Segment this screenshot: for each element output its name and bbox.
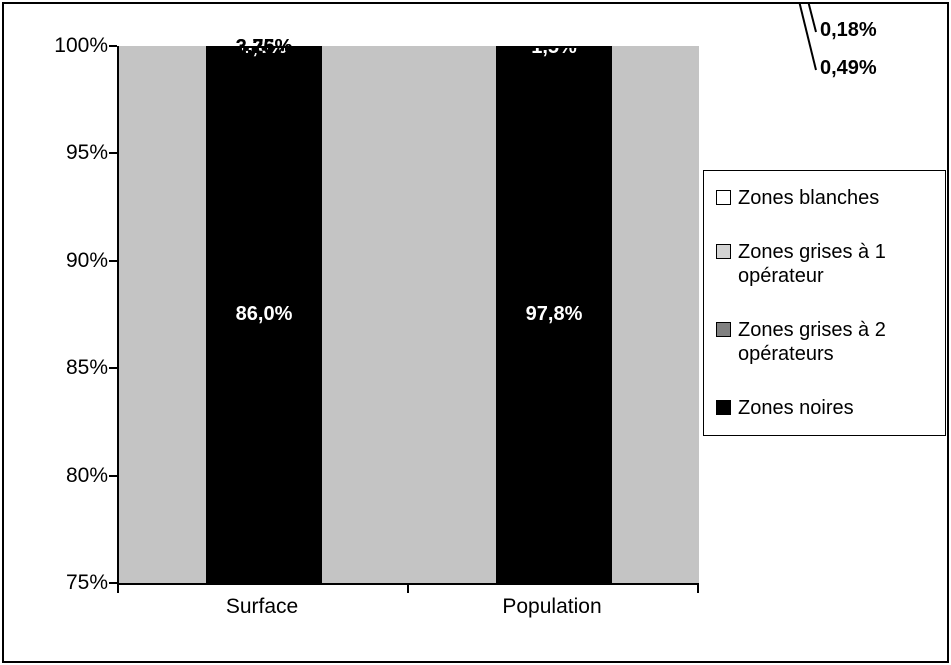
legend-entry: Zones blanches — [716, 186, 935, 210]
legend-swatch-icon — [716, 244, 731, 259]
annotation-label: 0,18% — [820, 19, 877, 41]
legend-swatch-icon — [716, 190, 731, 205]
legend-label: Zones noires — [738, 397, 854, 419]
bar-segment: 2,25% — [206, 36, 322, 58]
x-axis-category-label: Population — [502, 595, 602, 618]
y-axis-tick-label: 95% — [65, 141, 108, 165]
legend-entry: Zones grises à 1 opérateur — [716, 240, 935, 288]
legend-swatch-icon — [716, 322, 731, 337]
y-axis-tick-label: 75% — [65, 571, 108, 594]
x-axis-tick-mark — [407, 585, 409, 593]
y-axis-tick-mark — [109, 45, 117, 47]
y-axis-tick-label: 100% — [54, 34, 108, 57]
y-axis-tick-label: 90% — [65, 248, 108, 272]
bar-segment: 97,8% — [496, 46, 612, 583]
segment-label: 97,8% — [525, 303, 583, 325]
legend-entry: Zones grises à 2 opérateurs — [716, 318, 935, 366]
segment-label: 86,0% — [235, 303, 293, 325]
bar-segment — [496, 46, 612, 48]
legend: Zones blanches Zones grises à 1 opérateur… — [703, 170, 946, 436]
y-axis-tick-mark — [109, 259, 117, 262]
segment-label: 2,25% — [235, 35, 293, 58]
legend-entry: Zones noires — [716, 396, 935, 420]
y-axis-tick-mark — [109, 152, 117, 155]
x-axis-category-label: Surface — [225, 595, 299, 618]
plot-area: 86,0% 8,0% 3,76% 2,25% 97,8% 1,5% — [117, 36, 699, 585]
y-axis-tick-label: 80% — [65, 463, 108, 487]
y-axis-tick-mark — [109, 474, 117, 477]
y-axis-tick-label: 85% — [65, 356, 108, 380]
y-axis-tick-mark — [109, 582, 117, 584]
y-axis-tick-mark — [109, 367, 117, 370]
legend-label: Zones blanches — [738, 187, 880, 209]
x-axis-tick-mark — [117, 585, 119, 593]
legend-swatch-icon — [716, 400, 731, 415]
annotation-label: 0,49% — [820, 57, 877, 79]
bar-segment: 86,0% — [206, 46, 322, 583]
legend-label: Zones grises à 2 opérateurs — [738, 319, 886, 365]
x-axis-tick-mark — [697, 585, 699, 593]
legend-label: Zones grises à 1 opérateur — [738, 241, 886, 287]
annotation-arrow — [807, 4, 817, 33]
